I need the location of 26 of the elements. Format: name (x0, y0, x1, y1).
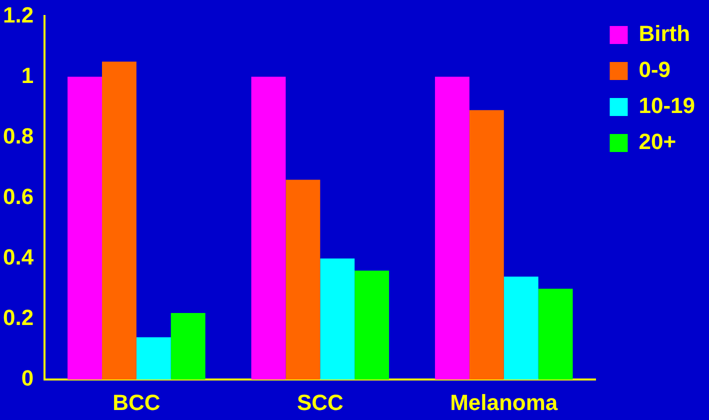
legend-label: Birth (638, 21, 690, 46)
bar (286, 180, 320, 380)
y-tick-label: 0 (21, 366, 34, 391)
y-tick-label: 0.6 (2, 184, 34, 209)
bar (469, 110, 504, 380)
bar (434, 76, 470, 380)
x-tick-label: Melanoma (450, 390, 558, 415)
bar (320, 258, 355, 380)
bar (251, 76, 286, 380)
bar (354, 270, 390, 380)
legend-label: 10-19 (638, 93, 696, 118)
bar (538, 288, 573, 380)
x-tick-label: BCC (112, 390, 160, 415)
legend-label: 20+ (638, 129, 676, 154)
y-tick-label: 0.2 (2, 305, 34, 330)
y-tick-label: 0.4 (2, 244, 34, 270)
bar (102, 62, 136, 380)
bar (504, 276, 538, 380)
bar (68, 76, 102, 380)
legend-label: 0-9 (638, 57, 671, 82)
y-tick-label: 1.2 (2, 2, 34, 28)
bar (170, 312, 206, 380)
y-tick-label: 1 (21, 62, 34, 88)
bar (136, 337, 171, 380)
x-tick-label: SCC (296, 390, 344, 415)
y-tick-label: 0.8 (2, 123, 34, 148)
